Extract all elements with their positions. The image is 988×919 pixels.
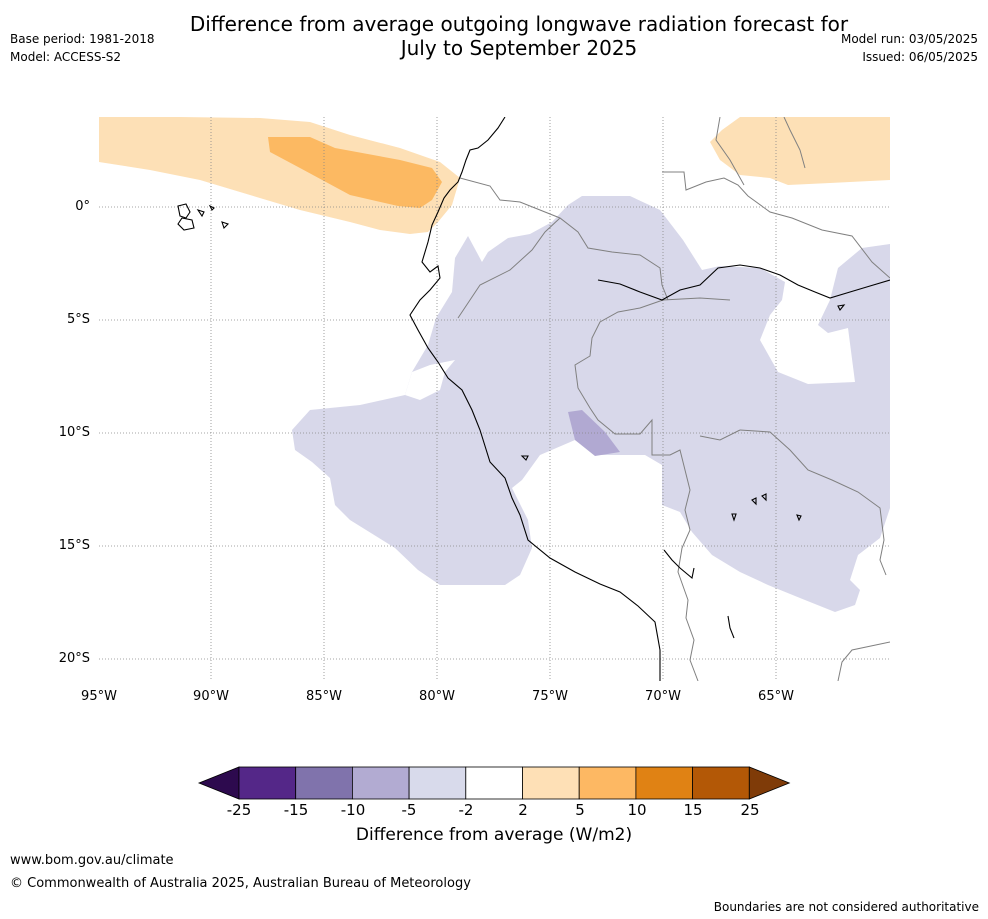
meta-left: Base period: 1981-2018 Model: ACCESS-S2 bbox=[10, 30, 155, 66]
model-name: Model: ACCESS-S2 bbox=[10, 50, 122, 64]
lon-label-65w: 65°W bbox=[758, 689, 794, 704]
country-borders bbox=[457, 117, 890, 681]
anomaly-region-plus2-plus5-west bbox=[99, 117, 460, 234]
colorbar-label: Difference from average (W/m2) bbox=[355, 825, 633, 845]
colorbar-tick: -2 bbox=[458, 801, 474, 819]
lon-label-95w: 95°W bbox=[81, 689, 117, 704]
lon-label-75w: 75°W bbox=[532, 689, 568, 704]
issued-date: Issued: 06/05/2025 bbox=[862, 50, 978, 64]
base-period: Base period: 1981-2018 bbox=[10, 32, 155, 46]
title-line-1: Difference from average outgoing longwav… bbox=[189, 12, 849, 36]
colorbar-tick: -5 bbox=[401, 801, 417, 819]
colorbar-tick: 15 bbox=[683, 801, 703, 819]
colorbar-tick: 10 bbox=[627, 801, 647, 819]
footer-url: www.bom.gov.au/climate bbox=[10, 853, 174, 868]
lon-label-85w: 85°W bbox=[306, 689, 342, 704]
colorbar-tick: -15 bbox=[283, 801, 309, 819]
colorbar-tick: -25 bbox=[226, 801, 252, 819]
lat-label-15s: 15°S bbox=[58, 538, 90, 553]
footer-copyright: © Commonwealth of Australia 2025, Austra… bbox=[10, 876, 471, 891]
colorbar-tick: 5 bbox=[575, 801, 585, 819]
map-title: Difference from average outgoing longwav… bbox=[0, 12, 988, 60]
footer-disclaimer: Boundaries are not considered authoritat… bbox=[713, 900, 979, 914]
colorbar-tick: 25 bbox=[740, 801, 760, 819]
graticule bbox=[99, 117, 890, 681]
title-line-2: July to September 2025 bbox=[400, 36, 638, 60]
model-run: Model run: 03/05/2025 bbox=[840, 32, 978, 46]
lat-label-5s: 5°S bbox=[66, 312, 90, 327]
lat-label-0: 0° bbox=[75, 199, 90, 214]
lat-label-10s: 10°S bbox=[58, 425, 90, 440]
anomaly-region-minus5-minus2 bbox=[292, 196, 890, 612]
lon-label-90w: 90°W bbox=[193, 689, 229, 704]
meta-right: Model run: 03/05/2025 Issued: 06/05/2025 bbox=[841, 30, 978, 66]
lon-label-80w: 80°W bbox=[419, 689, 455, 704]
colorbar-tick: -10 bbox=[340, 801, 366, 819]
lon-label-70w: 70°W bbox=[645, 689, 681, 704]
anomaly-region-plus5-plus10 bbox=[268, 137, 442, 208]
map-area bbox=[99, 117, 890, 681]
lat-label-20s: 20°S bbox=[58, 651, 90, 666]
coastline bbox=[177, 117, 890, 681]
colorbar-tick: 2 bbox=[518, 801, 528, 819]
